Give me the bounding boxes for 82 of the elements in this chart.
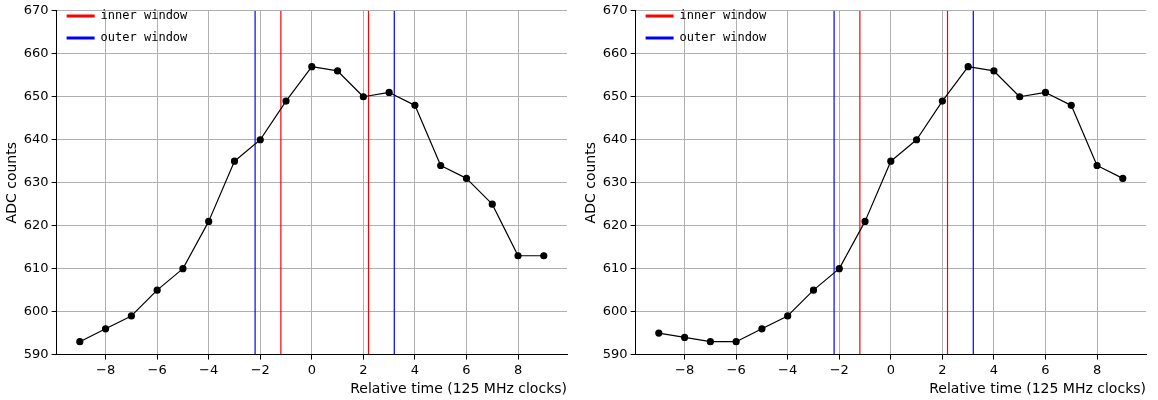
x-tick-label: 4 (410, 361, 420, 377)
point (1093, 161, 1101, 170)
x-tick-label: −8 (96, 361, 116, 377)
x-tick-label: −4 (778, 361, 798, 377)
y-tick-label: 630 (23, 174, 49, 190)
point (205, 217, 213, 225)
point (938, 97, 946, 105)
x-axis-title: Relative time (125 MHz clocks) (929, 380, 1146, 397)
x-tick-label: 8 (513, 361, 523, 377)
point (462, 174, 471, 182)
point (887, 157, 895, 165)
point (912, 136, 921, 144)
y-tick-label: 630 (602, 174, 628, 190)
point (179, 265, 187, 273)
x-tick-label: 4 (989, 361, 999, 377)
point (488, 200, 496, 208)
point (1041, 88, 1050, 97)
x-tick-label: −2 (829, 361, 849, 377)
x-tick-label: −6 (147, 361, 167, 377)
y-tick-label: 600 (602, 303, 628, 318)
x-tick-label: −2 (250, 361, 270, 377)
point (784, 312, 792, 320)
x-tick-label: 0 (307, 361, 316, 377)
point (809, 286, 818, 294)
point (153, 286, 161, 294)
point (333, 67, 342, 75)
x-tick-label: −8 (675, 361, 695, 377)
point (835, 265, 843, 273)
y-axis-title: ADC counts (582, 142, 599, 224)
x-tick-label: 2 (938, 361, 947, 377)
y-tick-label: 670 (23, 2, 49, 18)
y-tick-label: 620 (602, 217, 628, 233)
y-tick-label: 660 (23, 45, 49, 61)
point (540, 252, 548, 260)
point (101, 325, 110, 333)
y-axis-title: ADC counts (3, 142, 20, 224)
x-tick-label: 2 (359, 361, 368, 377)
point (230, 157, 239, 165)
point (385, 88, 393, 97)
y-tick-label: 640 (602, 131, 628, 147)
point (680, 333, 689, 342)
y-tick-label: 610 (23, 260, 49, 276)
y-tick-label: 590 (23, 345, 49, 361)
point (514, 252, 522, 260)
point (127, 312, 135, 320)
point (308, 63, 316, 71)
y-tick-label: 660 (602, 45, 628, 61)
y-tick-label: 650 (602, 88, 628, 104)
point (256, 136, 264, 144)
point (964, 63, 972, 71)
legend-label: inner window (679, 8, 768, 23)
point (1067, 101, 1075, 109)
x-tick-label: 6 (462, 361, 471, 377)
y-tick-label: 600 (23, 303, 49, 318)
y-tick-label: 640 (23, 131, 49, 147)
point (732, 338, 740, 346)
point (76, 338, 84, 346)
point (990, 67, 998, 75)
x-tick-label: −6 (726, 361, 746, 377)
x-axis-title: Relative time (125 MHz clocks) (350, 380, 567, 397)
y-tick-label: 650 (23, 88, 49, 104)
legend-label: inner window (100, 8, 189, 23)
x-tick-label: 8 (1092, 361, 1102, 377)
point (359, 93, 367, 101)
y-tick-label: 670 (602, 2, 628, 18)
x-tick-label: 6 (1041, 361, 1050, 377)
legend-label: outer window (100, 30, 189, 45)
point (861, 217, 869, 225)
point (282, 97, 290, 105)
y-tick-label: 620 (23, 217, 49, 233)
x-tick-label: −4 (199, 361, 219, 377)
y-tick-label: 590 (602, 345, 628, 361)
legend-label: outer window (679, 30, 768, 45)
point (1119, 174, 1127, 182)
x-tick-label: 0 (886, 361, 895, 377)
y-tick-label: 610 (602, 260, 628, 276)
point (655, 329, 663, 337)
point (411, 101, 419, 109)
point (706, 338, 714, 346)
point (1016, 93, 1024, 101)
point (758, 325, 766, 333)
point (437, 161, 445, 170)
